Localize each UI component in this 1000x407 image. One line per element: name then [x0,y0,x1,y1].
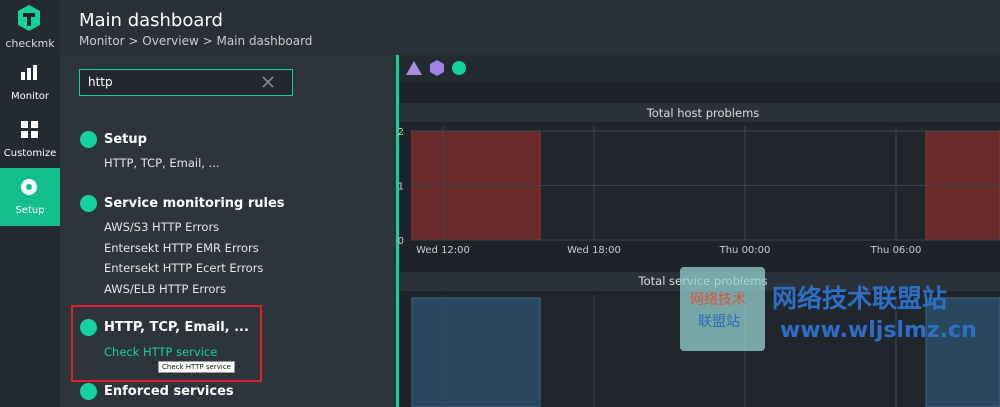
tooltip: Check HTTP service [158,361,235,373]
y-tick-label: 0 [398,236,404,247]
watermark-name: 网络技术联盟站 [772,284,948,313]
breadcrumb[interactable]: Monitor > Overview > Main dashboard [79,34,313,48]
nav-item[interactable]: Monitor [10,91,49,102]
result-link[interactable]: AWS/ELB HTTP Errors [104,282,227,296]
watermark-url: www.wljslmz.cn [780,318,977,343]
section-title: Enforced services [104,384,234,399]
nav-icons [18,5,40,195]
nav-active [0,168,60,226]
setup-icon [21,179,37,195]
x-tick-label: Wed 12:00 [416,245,470,256]
page-title: Main dashboard [79,10,223,31]
search-panel [60,55,396,407]
x-tick-label: Wed 18:00 [567,245,621,256]
result-link[interactable]: Entersekt HTTP Ecert Errors [104,261,264,275]
search-query: http [88,75,113,89]
result-link[interactable]: HTTP, TCP, Email, ... [104,156,220,170]
y-tick-label: 2 [398,127,404,138]
search-input[interactable] [79,69,293,96]
header [60,0,1000,55]
watermark-badge-text: 网络技术 [690,292,746,308]
logo-text: checkmk [5,37,55,50]
result-link[interactable]: AWS/S3 HTTP Errors [104,220,220,234]
area-block [925,297,1000,407]
clear-icon[interactable] [260,74,276,90]
nav-item[interactable]: Setup [15,205,45,216]
dashboard-toolbar [400,55,1000,81]
section-title: Setup [104,132,147,147]
watermark-badge [680,267,765,351]
x-tick-label: Thu 06:00 [870,245,922,256]
x-tick-label: Thu 00:00 [719,245,771,256]
dashlet-title: Total host problems [646,106,760,120]
service-icon[interactable] [452,61,466,75]
logo-mark [23,13,35,26]
y-tick-label: 1 [398,182,404,193]
nav-item[interactable]: Customize [3,148,57,159]
dashlet-titlebar [400,103,1000,122]
toolbar-icons [406,60,466,76]
section-title: Service monitoring rules [104,196,285,211]
result-link[interactable]: Check HTTP service [104,345,218,359]
area-block [411,297,541,407]
section-title: HTTP, TCP, Email, ... [104,320,249,335]
warn-icon[interactable] [406,61,422,75]
monitor-icon [21,65,37,80]
section-icon [80,319,97,336]
section-icon [80,383,97,400]
section-icon [80,195,97,212]
customize-icon [21,121,38,138]
divider [396,55,399,407]
section-icon [80,131,97,148]
highlight-box [71,305,262,382]
watermark-badge-text: 联盟站 [698,314,740,330]
result-link[interactable]: Entersekt HTTP EMR Errors [104,241,259,255]
host-icon[interactable] [430,60,444,76]
